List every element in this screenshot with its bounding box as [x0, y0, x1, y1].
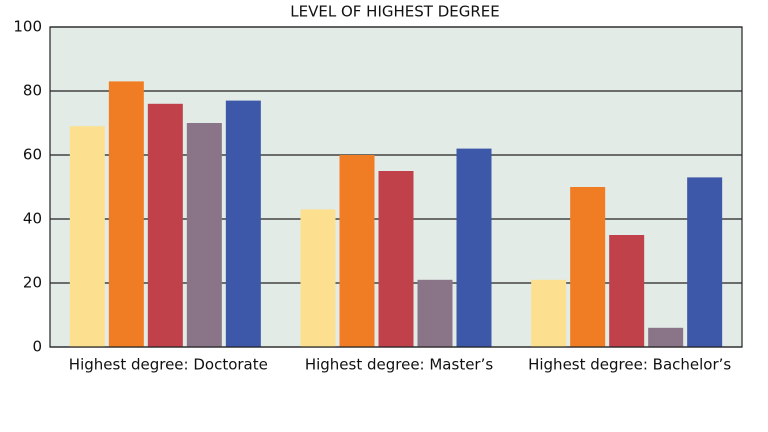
- y-tick-label: 60: [23, 146, 42, 164]
- bar: [687, 177, 723, 347]
- y-tick-label: 100: [13, 18, 42, 36]
- x-tick-label: Highest degree: Doctorate: [69, 356, 268, 374]
- bar: [69, 126, 105, 347]
- y-tick-label: 20: [23, 274, 42, 292]
- chart-title: LEVEL OF HIGHEST DEGREE: [290, 3, 499, 21]
- bar: [648, 327, 684, 347]
- bar: [570, 187, 606, 347]
- plot-frame: [49, 26, 743, 348]
- bar: [378, 171, 414, 347]
- bar: [417, 279, 453, 347]
- y-tick-label: 0: [32, 338, 42, 356]
- bar: [456, 148, 492, 347]
- x-tick-label: Highest degree: Bachelor’s: [528, 356, 731, 374]
- bar: [225, 100, 261, 347]
- bar: [147, 103, 183, 347]
- bar: [609, 235, 645, 347]
- x-tick-label: Highest degree: Master’s: [305, 356, 494, 374]
- bar: [531, 279, 567, 347]
- bar: [108, 81, 144, 348]
- bar: [300, 209, 336, 347]
- bar: [339, 155, 375, 347]
- y-tick-label: 40: [23, 210, 42, 228]
- y-tick-label: 80: [23, 82, 42, 100]
- bar: [186, 123, 222, 347]
